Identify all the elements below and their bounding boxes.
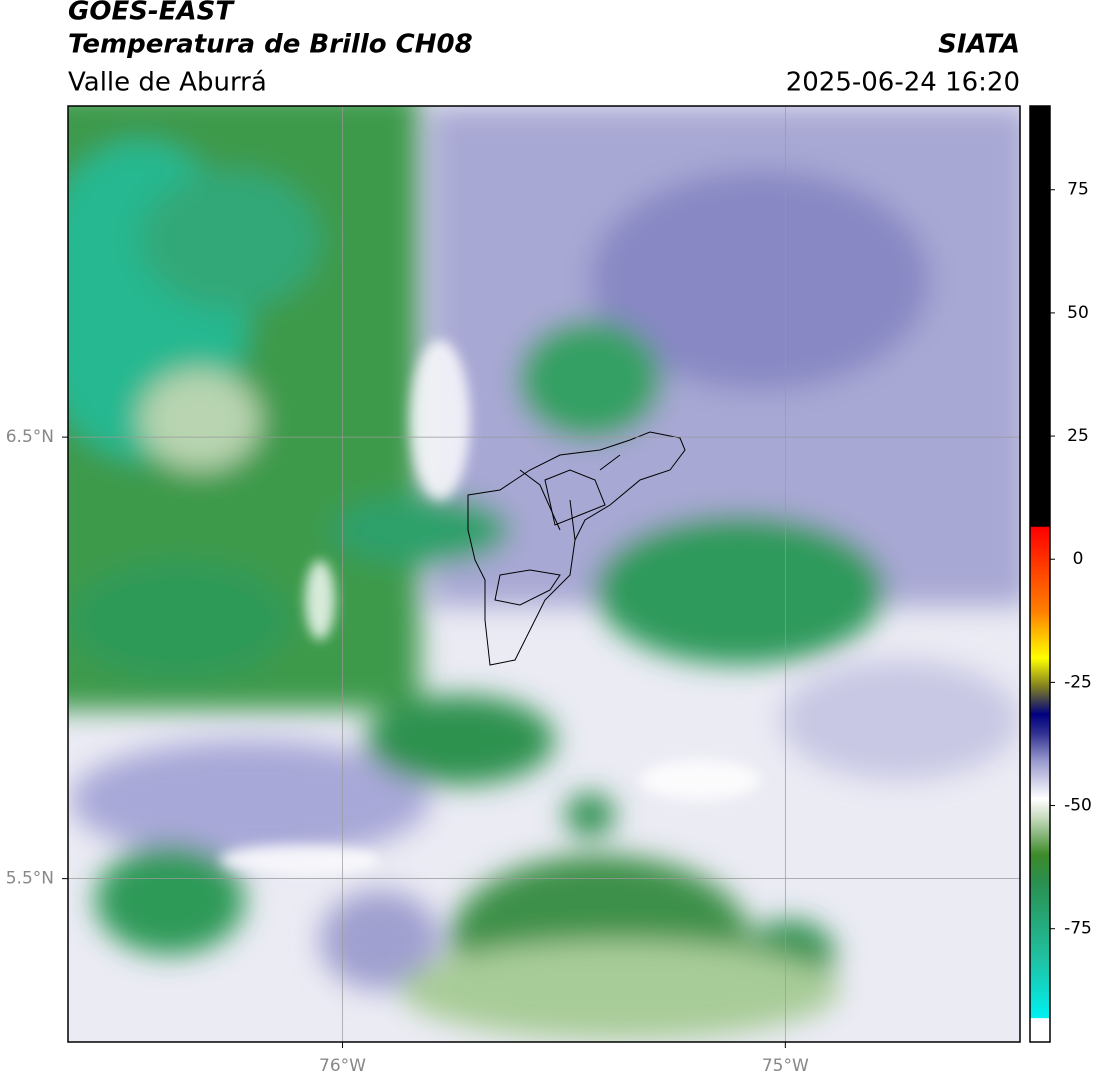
x-tick-label: 76°W [319,1056,366,1076]
datetime: 2025-06-24 16:20 [786,68,1020,98]
colorbar-tick-label: 75 [1067,180,1089,200]
colorbar-tick-label: 25 [1067,426,1089,446]
colorbar-tick-label: 0 [1073,549,1084,569]
colorbar-tick-label: -75 [1064,919,1092,939]
satellite-image [68,106,1020,1042]
title: GOES-EAST [68,0,235,27]
colorbar [1029,105,1051,1043]
graticule [68,106,1020,1042]
y-tick-label: 6.5°N [6,427,54,447]
x-tick-label: 75°W [762,1056,809,1076]
region: Valle de Aburrá [68,68,267,98]
y-tick-label: 5.5°N [6,869,54,889]
subtitle: Temperatura de Brillo CH08 [68,30,473,60]
valley-outline [467,431,686,666]
colorbar-tick-label: 50 [1067,303,1089,323]
colorbar-tick-label: -50 [1064,796,1092,816]
source: SIATA [938,30,1020,60]
map-frame [67,105,1021,1043]
colorbar-tick-label: -25 [1064,672,1092,692]
